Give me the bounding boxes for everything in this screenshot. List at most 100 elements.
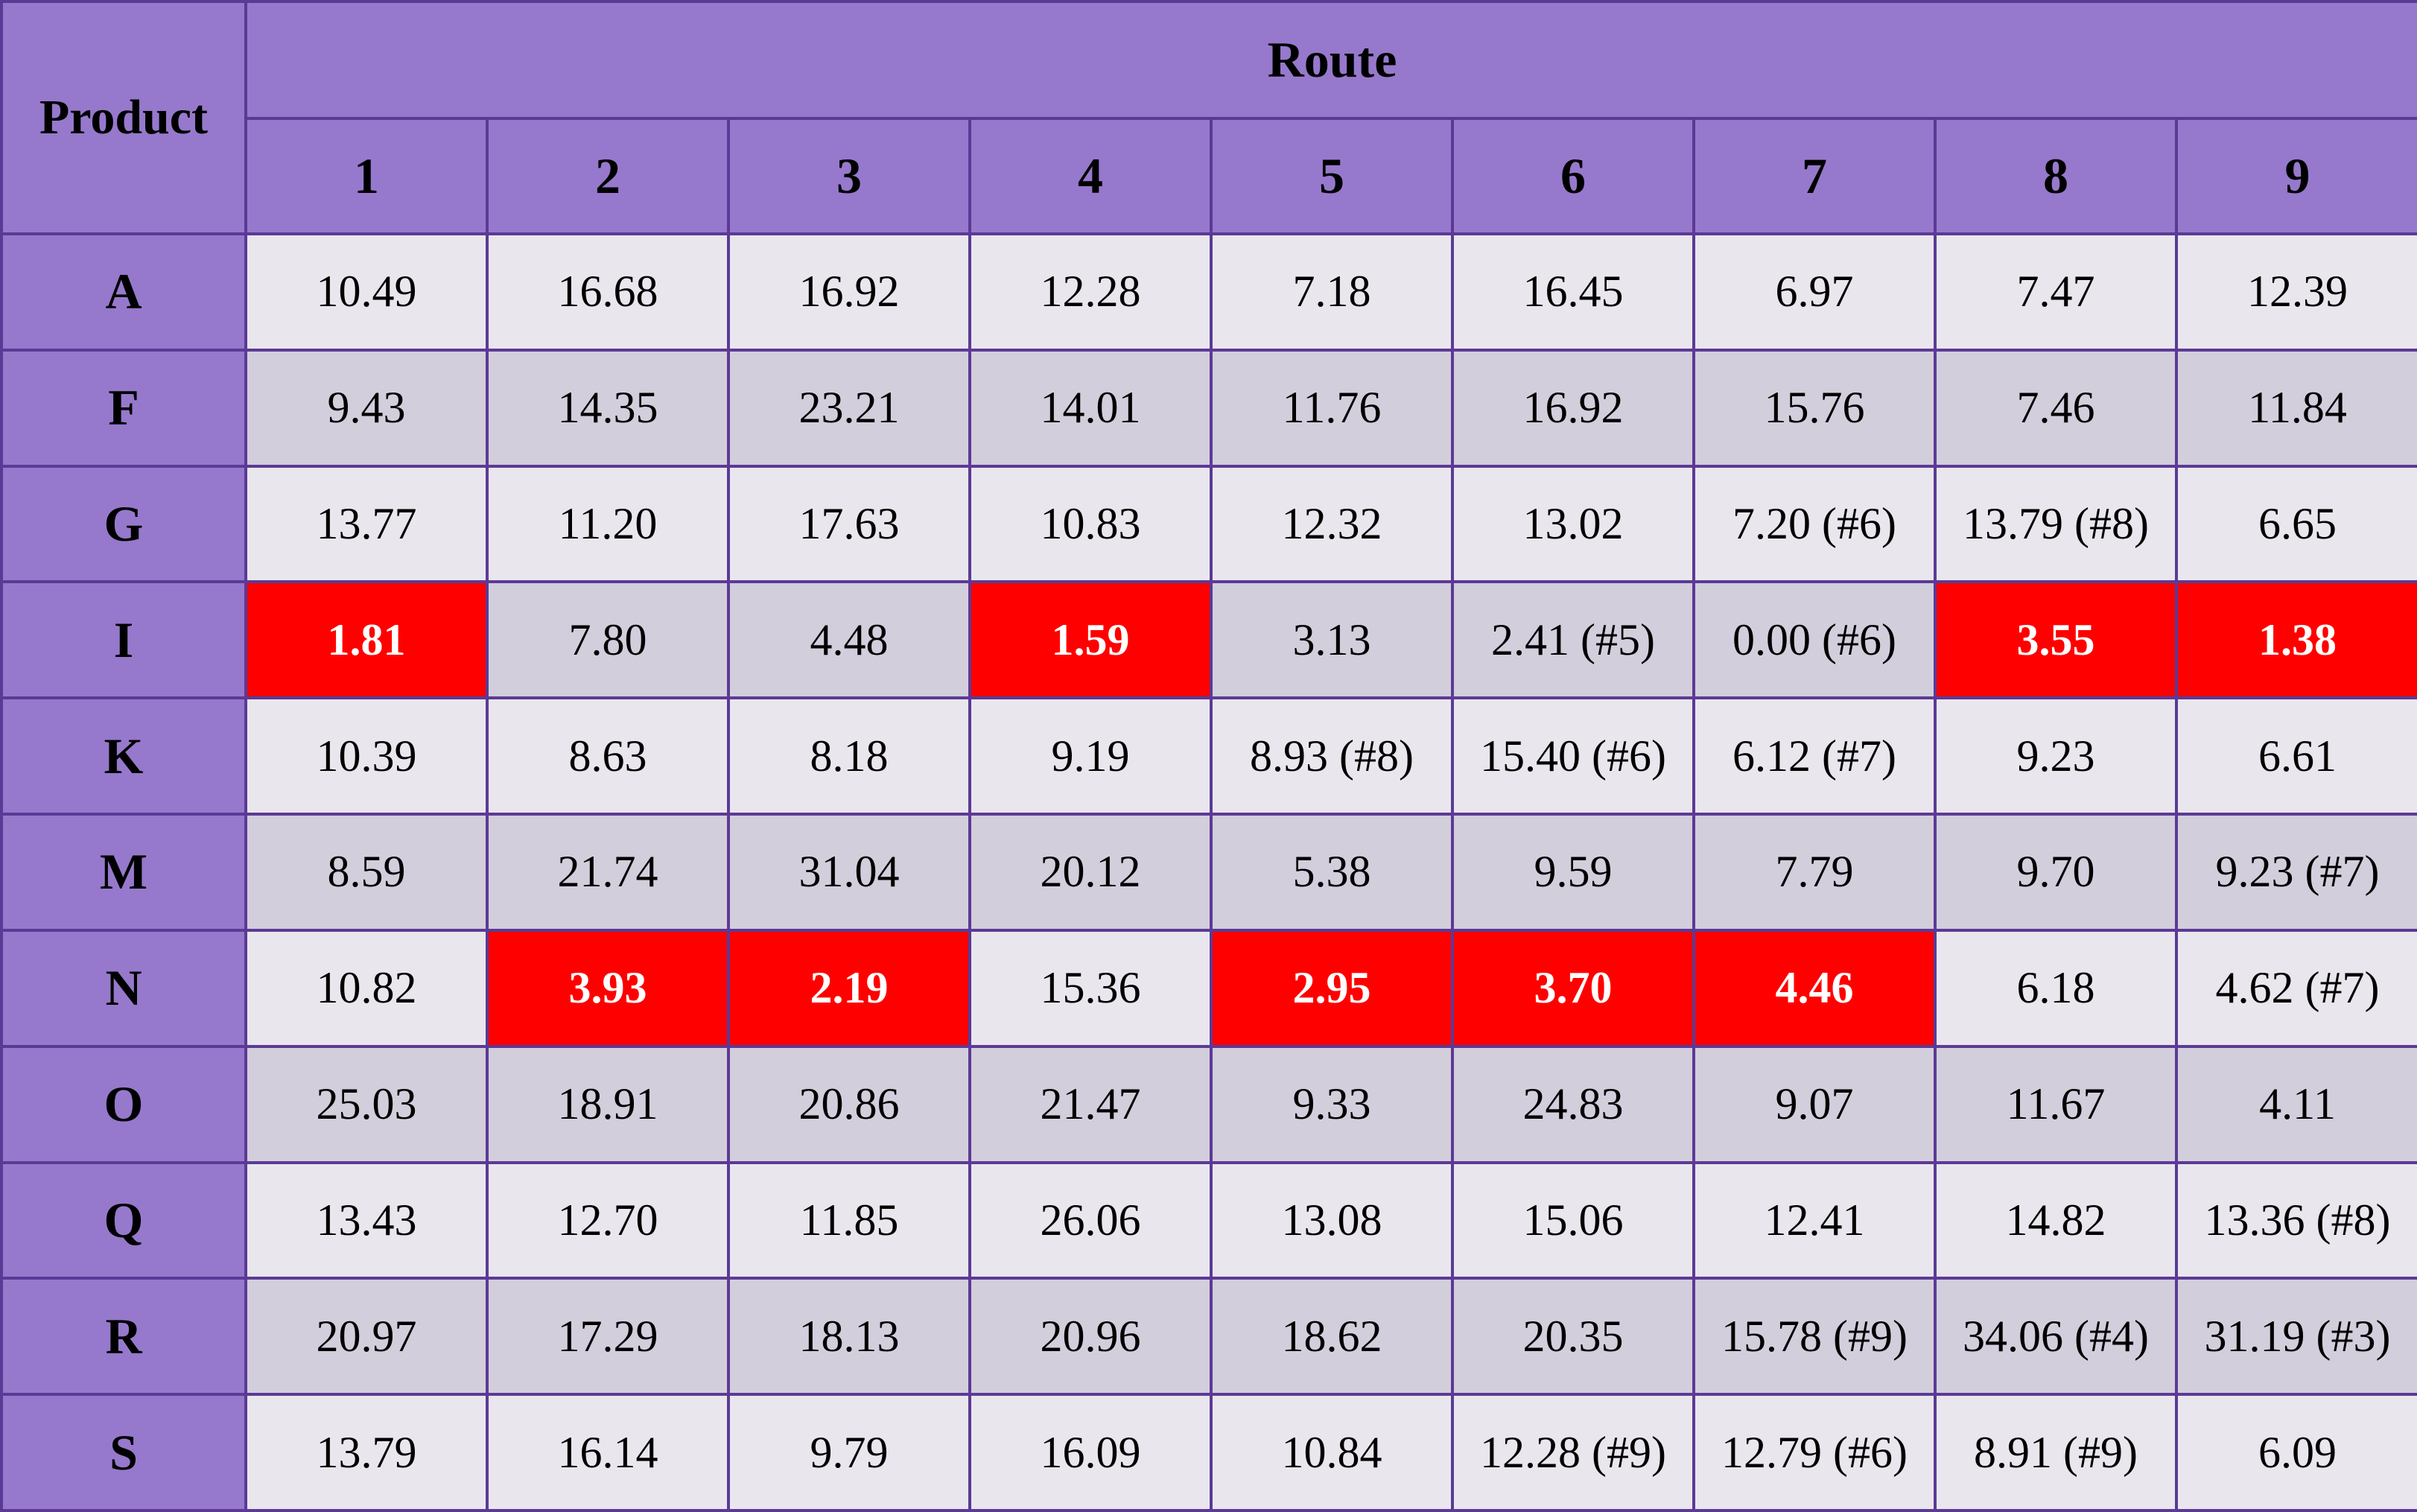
highlighted-value-cell: 3.55 <box>1934 580 2178 700</box>
value-cell: 34.06 (#4) <box>1934 1277 2178 1397</box>
table-row: N 10.82 3.93 2.19 15.36 2.95 3.70 4.46 6.18 4.62 … <box>0 928 2417 1048</box>
value-cell: 7.79 <box>1692 813 1937 932</box>
value-cell: 9.33 <box>1210 1044 1454 1164</box>
value-cell: 12.32 <box>1210 464 1454 584</box>
value-cell: 9.07 <box>1692 1044 1937 1164</box>
table-row: K 10.39 8.63 8.18 9.19 8.93 (#8) 15.40 (#6) 6.1… <box>0 696 2417 816</box>
value-cell: 7.47 <box>1934 232 2178 352</box>
table-row: S 13.79 16.14 9.79 16.09 10.84 12.28 (#9) 12.79… <box>0 1393 2417 1512</box>
value-cell: 25.03 <box>244 1044 489 1164</box>
highlighted-value-cell: 3.93 <box>486 928 730 1048</box>
value-cell: 8.93 (#8) <box>1210 696 1454 816</box>
value-cell: 6.18 <box>1934 928 2178 1048</box>
value-cell: 14.01 <box>968 348 1213 468</box>
value-cell: 12.28 (#9) <box>1451 1393 1695 1512</box>
product-header: Product <box>0 0 247 235</box>
route-number-header: 7 <box>1692 117 1937 235</box>
value-cell: 11.85 <box>727 1160 971 1280</box>
table-row: M 8.59 21.74 31.04 20.12 5.38 9.59 7.79 9.70 9.23… <box>0 813 2417 932</box>
value-cell: 14.35 <box>486 348 730 468</box>
value-cell: 11.20 <box>486 464 730 584</box>
value-cell: 6.09 <box>2174 1393 2417 1512</box>
highlighted-value-cell: 1.81 <box>244 580 489 700</box>
value-cell: 13.08 <box>1210 1160 1454 1280</box>
value-cell: 20.96 <box>968 1277 1213 1397</box>
value-cell: 4.11 <box>2174 1044 2417 1164</box>
product-label: Q <box>0 1160 247 1280</box>
route-number-header: 5 <box>1210 117 1454 235</box>
value-cell: 18.91 <box>486 1044 730 1164</box>
value-cell: 10.39 <box>244 696 489 816</box>
route-number-header: 9 <box>2174 117 2417 235</box>
value-cell: 9.59 <box>1451 813 1695 932</box>
highlighted-value-cell: 1.38 <box>2174 580 2417 700</box>
value-cell: 12.79 (#6) <box>1692 1393 1937 1512</box>
value-cell: 20.12 <box>968 813 1213 932</box>
table-row: I 1.81 7.80 4.48 1.59 3.13 2.41 (#5) 0.00 (#6) 3… <box>0 580 2417 700</box>
product-label: G <box>0 464 247 584</box>
value-cell: 4.48 <box>727 580 971 700</box>
value-cell: 15.36 <box>968 928 1213 1048</box>
product-label: F <box>0 348 247 468</box>
value-cell: 16.14 <box>486 1393 730 1512</box>
value-cell: 11.67 <box>1934 1044 2178 1164</box>
value-cell: 13.79 <box>244 1393 489 1512</box>
route-number-header: 3 <box>727 117 971 235</box>
table-row: Q 13.43 12.70 11.85 26.06 13.08 15.06 12.41 14.8… <box>0 1160 2417 1280</box>
value-cell: 16.09 <box>968 1393 1213 1512</box>
value-cell: 13.77 <box>244 464 489 584</box>
value-cell: 3.13 <box>1210 580 1454 700</box>
value-cell: 4.62 (#7) <box>2174 928 2417 1048</box>
value-cell: 8.18 <box>727 696 971 816</box>
product-label: N <box>0 928 247 1048</box>
value-cell: 12.28 <box>968 232 1213 352</box>
value-cell: 23.21 <box>727 348 971 468</box>
route-number-header: 4 <box>968 117 1213 235</box>
value-cell: 14.82 <box>1934 1160 2178 1280</box>
product-label: I <box>0 580 247 700</box>
product-label: R <box>0 1277 247 1397</box>
route-header: Route <box>244 0 2417 120</box>
value-cell: 12.41 <box>1692 1160 1937 1280</box>
route-number-header: 8 <box>1934 117 2178 235</box>
value-cell: 12.70 <box>486 1160 730 1280</box>
value-cell: 16.92 <box>727 232 971 352</box>
value-cell: 31.19 (#3) <box>2174 1277 2417 1397</box>
value-cell: 10.49 <box>244 232 489 352</box>
value-cell: 13.02 <box>1451 464 1695 584</box>
value-cell: 7.80 <box>486 580 730 700</box>
header-row-route: Product Route <box>0 0 2417 235</box>
value-cell: 9.23 <box>1934 696 2178 816</box>
value-cell: 15.76 <box>1692 348 1937 468</box>
route-number-header: 2 <box>486 117 730 235</box>
value-cell: 6.65 <box>2174 464 2417 584</box>
value-cell: 17.63 <box>727 464 971 584</box>
value-cell: 7.20 (#6) <box>1692 464 1937 584</box>
product-label: O <box>0 1044 247 1164</box>
value-cell: 18.62 <box>1210 1277 1454 1397</box>
value-cell: 16.45 <box>1451 232 1695 352</box>
value-cell: 20.97 <box>244 1277 489 1397</box>
highlighted-value-cell: 2.19 <box>727 928 971 1048</box>
value-cell: 15.40 (#6) <box>1451 696 1695 816</box>
value-cell: 6.97 <box>1692 232 1937 352</box>
value-cell: 15.78 (#9) <box>1692 1277 1937 1397</box>
value-cell: 10.84 <box>1210 1393 1454 1512</box>
value-cell: 13.79 (#8) <box>1934 464 2178 584</box>
value-cell: 8.63 <box>486 696 730 816</box>
table-row: G 13.77 11.20 17.63 10.83 12.32 13.02 7.20 (#6)… <box>0 464 2417 584</box>
value-cell: 13.36 (#8) <box>2174 1160 2417 1280</box>
value-cell: 0.00 (#6) <box>1692 580 1937 700</box>
value-cell: 9.19 <box>968 696 1213 816</box>
value-cell: 7.18 <box>1210 232 1454 352</box>
value-cell: 7.46 <box>1934 348 2178 468</box>
table-row: F 9.43 14.35 23.21 14.01 11.76 16.92 15.76 7.46 1… <box>0 348 2417 468</box>
value-cell: 8.59 <box>244 813 489 932</box>
table-row: R 20.97 17.29 18.13 20.96 18.62 20.35 15.78 (#9… <box>0 1277 2417 1397</box>
value-cell: 9.43 <box>244 348 489 468</box>
product-label: S <box>0 1393 247 1512</box>
value-cell: 13.43 <box>244 1160 489 1280</box>
value-cell: 11.84 <box>2174 348 2417 468</box>
